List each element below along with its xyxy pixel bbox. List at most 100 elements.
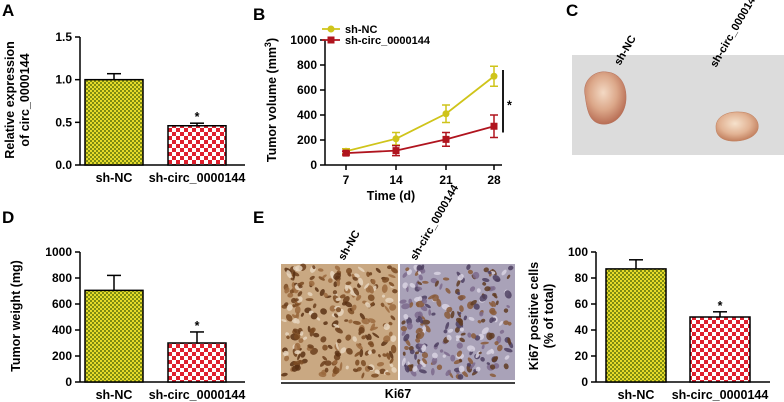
cell-nucleus <box>348 285 353 292</box>
cell-nucleus <box>367 333 372 341</box>
cell-nucleus <box>323 292 328 298</box>
category-label: sh-circ_0000144 <box>149 171 246 185</box>
cell-nucleus <box>491 356 499 363</box>
cell-nucleus <box>497 344 503 352</box>
cell-nucleus <box>455 335 459 339</box>
significance-star: * <box>718 299 723 313</box>
bar-sh-nc <box>605 268 667 383</box>
data-point <box>442 110 450 118</box>
cell-nucleus <box>286 270 292 279</box>
cell-nucleus <box>370 323 376 331</box>
cell-nucleus <box>507 337 511 346</box>
cell-nucleus <box>468 316 475 321</box>
cell-nucleus <box>461 370 469 378</box>
cell-nucleus <box>492 292 497 297</box>
panel-letter-c: C <box>566 1 578 20</box>
cell-nucleus <box>333 365 337 373</box>
cell-nucleus <box>312 303 317 309</box>
cell-nucleus <box>284 287 290 294</box>
cell-nucleus <box>329 305 336 312</box>
cell-nucleus <box>361 372 365 379</box>
cell-nucleus <box>421 352 429 359</box>
cell-nucleus <box>445 287 451 294</box>
cell-nucleus <box>371 349 376 354</box>
cell-nucleus <box>443 329 448 334</box>
cell-nucleus <box>389 363 394 368</box>
y-tick-label: 400 <box>297 108 317 122</box>
y-tick-label: 800 <box>297 58 317 72</box>
cell-nucleus <box>296 296 303 303</box>
cell-nucleus <box>302 336 308 341</box>
cell-nucleus <box>342 296 350 303</box>
legend-marker <box>327 36 335 44</box>
cell-nucleus <box>361 335 366 340</box>
cell-nucleus <box>352 368 358 373</box>
cell-nucleus <box>487 270 492 275</box>
cell-nucleus <box>297 291 303 297</box>
cell-nucleus <box>422 358 428 365</box>
cell-nucleus <box>469 362 476 370</box>
cell-nucleus <box>467 357 474 365</box>
cell-nucleus <box>494 341 499 346</box>
cell-nucleus <box>293 360 302 365</box>
y-tick-label: 400 <box>52 323 72 337</box>
cell-nucleus <box>358 277 364 286</box>
cell-nucleus <box>402 272 408 278</box>
cell-nucleus <box>446 334 452 341</box>
cell-nucleus <box>293 298 299 302</box>
x-tick-label: 28 <box>487 173 501 187</box>
cell-nucleus <box>291 281 296 288</box>
cell-nucleus <box>335 342 339 350</box>
y-tick-label: 80 <box>575 271 589 285</box>
cell-nucleus <box>357 266 365 273</box>
chart-a-ylabel-line2: of circ_0000144 <box>18 53 32 146</box>
cell-nucleus <box>417 315 424 324</box>
cell-nucleus <box>470 333 477 339</box>
cell-nucleus <box>401 329 406 336</box>
cell-nucleus <box>417 286 423 291</box>
cell-nucleus <box>456 279 461 287</box>
cell-nucleus <box>322 274 327 279</box>
cell-nucleus <box>324 367 329 373</box>
cell-nucleus <box>372 332 380 338</box>
y-tick-label: 0 <box>581 375 588 389</box>
cell-nucleus <box>292 271 296 280</box>
cell-nucleus <box>382 277 390 283</box>
cell-nucleus <box>355 343 363 350</box>
cell-nucleus <box>417 281 423 286</box>
cell-nucleus <box>422 298 428 304</box>
cell-nucleus <box>439 283 443 290</box>
legend-marker <box>327 25 335 33</box>
bar-sh-nc <box>84 78 144 166</box>
cell-nucleus <box>460 332 466 336</box>
cell-nucleus <box>358 326 365 334</box>
cell-nucleus <box>344 301 353 308</box>
cell-nucleus <box>454 326 460 333</box>
ihc-label-sh-circ: sh-circ_0000144 <box>408 182 461 262</box>
cell-nucleus <box>355 295 362 301</box>
cell-nucleus <box>319 360 326 367</box>
cell-nucleus <box>417 331 425 340</box>
cell-nucleus <box>319 288 325 297</box>
cell-nucleus <box>334 350 340 356</box>
cell-nucleus <box>417 271 422 275</box>
cell-nucleus <box>508 265 514 271</box>
cell-nucleus <box>436 298 442 307</box>
chart-e-ylabel-line2: (% of total) <box>542 284 556 349</box>
category-label: sh-circ_0000144 <box>149 388 246 402</box>
cell-nucleus <box>316 317 321 321</box>
y-tick-label: 1000 <box>45 245 72 259</box>
cell-nucleus <box>466 345 476 352</box>
cell-nucleus <box>378 354 381 358</box>
cell-nucleus <box>380 302 385 308</box>
cell-nucleus <box>432 352 438 359</box>
data-point <box>342 149 350 157</box>
cell-nucleus <box>479 311 484 317</box>
cell-nucleus <box>388 321 393 326</box>
category-label: sh-NC <box>96 171 133 185</box>
cell-nucleus <box>403 313 409 320</box>
cell-nucleus <box>480 356 485 362</box>
panel-letter-e: E <box>253 208 264 227</box>
cell-nucleus <box>352 276 358 281</box>
cell-nucleus <box>459 305 464 312</box>
